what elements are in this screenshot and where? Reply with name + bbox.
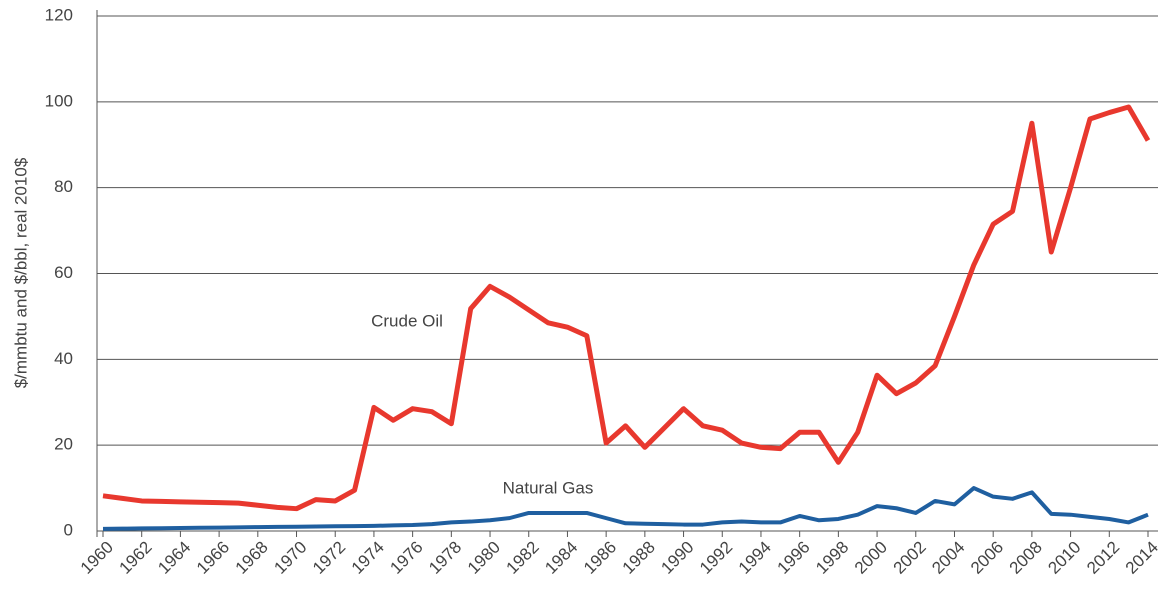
data-line: [102, 486, 1149, 531]
x-tick-label: 1980: [464, 538, 504, 578]
x-tick-label: 2010: [1044, 538, 1084, 578]
y-tick-label: 0: [64, 520, 73, 539]
x-tick-label: 1996: [773, 538, 813, 578]
x-tick-label: 2012: [1083, 538, 1123, 578]
x-tick-label: 2006: [967, 538, 1007, 578]
x-tick-label: 1998: [812, 538, 852, 578]
x-tick-label: 1974: [348, 538, 388, 578]
x-tick-label: 1976: [386, 538, 426, 578]
x-tick-label: 1978: [425, 538, 465, 578]
x-tick-label: 1966: [193, 538, 233, 578]
x-tick-label: 1982: [503, 538, 543, 578]
x-tick-label: 1994: [735, 538, 775, 578]
x-tick-label: 1962: [116, 538, 156, 578]
x-tick-label: 1964: [154, 538, 194, 578]
x-tick-label: 1990: [657, 538, 697, 578]
y-tick-label: 20: [54, 435, 73, 454]
data-line: [102, 104, 1151, 512]
series-label: Natural Gas: [503, 478, 594, 497]
x-tick-label: 1986: [580, 538, 620, 578]
x-tick-label: 2000: [851, 538, 891, 578]
series-label: Crude Oil: [371, 311, 443, 330]
y-tick-label: 60: [54, 263, 73, 282]
x-tick-label: 1988: [619, 538, 659, 578]
y-tick-label: 100: [45, 91, 73, 110]
x-tick-label: 1960: [77, 538, 117, 578]
y-tick-label: 120: [45, 5, 73, 24]
x-tick-label: 2004: [928, 538, 968, 578]
x-tick-label: 2008: [1006, 538, 1046, 578]
x-tick-label: 1992: [696, 538, 736, 578]
y-axis-label: $/mmbtu and $/bbl, real 2010$: [11, 157, 30, 388]
x-tick-label: 2002: [890, 538, 930, 578]
x-tick-label: 1972: [309, 538, 349, 578]
x-tick-label: 1968: [232, 538, 272, 578]
x-tick-label: 2014: [1122, 538, 1158, 578]
y-tick-label: 80: [54, 177, 73, 196]
x-tick-label: 1970: [270, 538, 310, 578]
x-tick-label: 1984: [541, 538, 581, 578]
y-tick-label: 40: [54, 349, 73, 368]
